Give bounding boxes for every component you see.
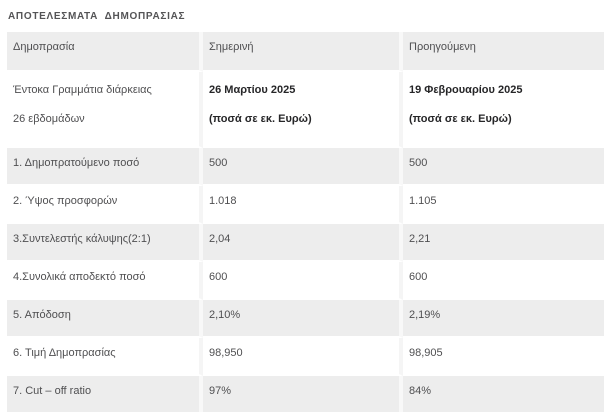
table-row-yield: 5. Απόδοση 2,10% 2,19% xyxy=(7,300,604,338)
row-previous-value: 500 xyxy=(403,148,604,186)
row-label: 2. Ύψος προσφορών xyxy=(7,186,203,224)
current-date-cell: 26 Μαρτίου 2025 (ποσά σε εκ. Ευρώ) xyxy=(203,72,403,148)
table-row-bids-amount: 2. Ύψος προσφορών 1.018 1.105 xyxy=(7,186,604,224)
row-label: 1. Δημοπρατούμενο ποσό xyxy=(7,148,203,186)
row-label: 6. Τιμή Δημοπρασίας xyxy=(7,338,203,376)
row-previous-value: 2,19% xyxy=(403,300,604,338)
row-current-value: 2,10% xyxy=(203,300,403,338)
row-previous-value: 600 xyxy=(403,262,604,300)
page-title: ΑΠΟΤΕΛΕΣΜΑΤΑ ΔΗΜΟΠΡΑΣΙΑΣ xyxy=(8,11,186,22)
column-header-auction: Δημοπρασία xyxy=(7,32,203,72)
column-header-current: Σημερινή xyxy=(203,32,403,72)
row-previous-value: 98,905 xyxy=(403,338,604,376)
instrument-duration: 26 εβδομάδων xyxy=(13,113,85,125)
auction-results-table: Δημοπρασία Σημερινή Προηγούμενη Έντοκα Γ… xyxy=(7,32,604,412)
instrument-name: Έντοκα Γραμμάτια διάρκειας xyxy=(13,84,152,96)
previous-auction-date: 19 Φεβρουαρίου 2025 xyxy=(409,84,523,96)
previous-date-cell: 19 Φεβρουαρίου 2025 (ποσά σε εκ. Ευρώ) xyxy=(403,72,604,148)
table-row-auction-price: 6. Τιμή Δημοπρασίας 98,950 98,905 xyxy=(7,338,604,376)
table-row-accepted-amount: 4.Συνολικά αποδεκτό ποσό 600 600 xyxy=(7,262,604,300)
row-current-value: 1.018 xyxy=(203,186,403,224)
table-row-auctioned-amount: 1. Δημοπρατούμενο ποσό 500 500 xyxy=(7,148,604,186)
column-header-previous: Προηγούμενη xyxy=(403,32,604,72)
row-current-value: 97% xyxy=(203,376,403,412)
table-row-cut-off-ratio: 7. Cut – off ratio 97% 84% xyxy=(7,376,604,412)
row-previous-value: 1.105 xyxy=(403,186,604,224)
row-previous-value: 2,21 xyxy=(403,224,604,262)
row-current-value: 600 xyxy=(203,262,403,300)
table-subheader-row: Έντοκα Γραμμάτια διάρκειας 26 εβδομάδων … xyxy=(7,72,604,148)
current-units-note: (ποσά σε εκ. Ευρώ) xyxy=(209,113,312,125)
row-label: 4.Συνολικά αποδεκτό ποσό xyxy=(7,262,203,300)
table-row-coverage-ratio: 3.Συντελεστής κάλυψης(2:1) 2,04 2,21 xyxy=(7,224,604,262)
row-label: 5. Απόδοση xyxy=(7,300,203,338)
table-header-row: Δημοπρασία Σημερινή Προηγούμενη xyxy=(7,32,604,72)
instrument-cell: Έντοκα Γραμμάτια διάρκειας 26 εβδομάδων xyxy=(7,72,203,148)
row-label: 7. Cut – off ratio xyxy=(7,376,203,412)
current-auction-date: 26 Μαρτίου 2025 xyxy=(209,84,296,96)
row-current-value: 500 xyxy=(203,148,403,186)
row-label: 3.Συντελεστής κάλυψης(2:1) xyxy=(7,224,203,262)
previous-units-note: (ποσά σε εκ. Ευρώ) xyxy=(409,113,512,125)
row-current-value: 2,04 xyxy=(203,224,403,262)
row-current-value: 98,950 xyxy=(203,338,403,376)
row-previous-value: 84% xyxy=(403,376,604,412)
